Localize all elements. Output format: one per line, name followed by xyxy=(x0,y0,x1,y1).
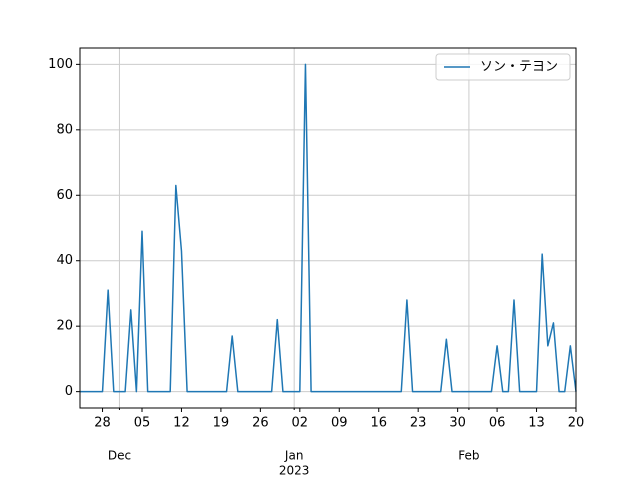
x-tick-label: 09 xyxy=(331,416,348,431)
x-tick-label: 30 xyxy=(449,416,466,431)
x-month-label: Dec xyxy=(108,449,131,463)
x-tick-label: 05 xyxy=(134,416,151,431)
y-tick-label: 40 xyxy=(56,253,73,268)
x-tick-label: 28 xyxy=(94,416,111,431)
y-tick-label: 60 xyxy=(56,188,73,203)
plot-frame xyxy=(79,47,577,409)
x-tick-label: 16 xyxy=(370,416,387,431)
y-tick-label: 80 xyxy=(56,122,73,137)
x-tick-label: 23 xyxy=(410,416,427,431)
legend-label: ソン・テヨン xyxy=(480,60,558,75)
y-tick-label: 100 xyxy=(48,57,73,72)
x-month-label: Feb xyxy=(458,449,479,463)
x-tick-label: 02 xyxy=(292,416,309,431)
legend-box xyxy=(435,53,571,81)
x-tick-label: 06 xyxy=(489,416,506,431)
data-line xyxy=(80,63,577,393)
x-tick-label: 26 xyxy=(252,416,269,431)
x-tick-label: 13 xyxy=(528,416,545,431)
x-tick-label: 12 xyxy=(173,416,190,431)
y-tick-label: 20 xyxy=(56,319,73,334)
y-tick-label: 0 xyxy=(65,384,73,399)
x-tick-label: 20 xyxy=(568,416,585,431)
x-year-label: 2023 xyxy=(279,464,310,478)
x-month-label: Jan xyxy=(284,449,304,463)
x-tick-label: 19 xyxy=(213,416,230,431)
